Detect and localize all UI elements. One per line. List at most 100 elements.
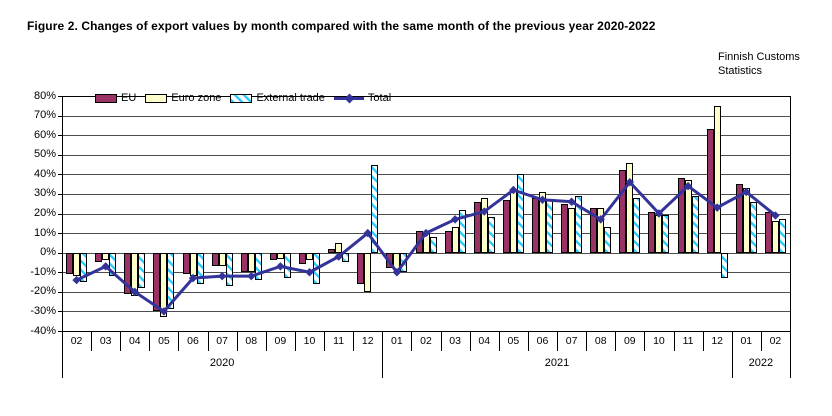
bar-eu <box>211 252 219 267</box>
x-axis-month-label: 05 <box>158 335 170 347</box>
x-axis-month-label: 02 <box>769 335 782 347</box>
bar-euro-zone <box>189 252 197 277</box>
bar-eu <box>328 248 336 253</box>
bar-external-trade <box>167 252 175 310</box>
bar-external-trade <box>225 252 233 286</box>
bar-eu <box>735 184 743 253</box>
bar-eu <box>677 178 685 253</box>
source-note: Finnish Customs Statistics <box>718 51 800 78</box>
bar-eu <box>182 252 190 275</box>
y-gridline <box>63 154 790 156</box>
y-axis-label: -10% <box>30 265 56 278</box>
y-tick <box>58 272 62 274</box>
bar-eu <box>764 211 772 253</box>
bar-euro-zone <box>568 207 576 253</box>
bar-external-trade <box>575 195 583 253</box>
x-axis-month-label: 11 <box>333 335 345 347</box>
bar-external-trade <box>283 252 291 279</box>
month-separator <box>265 332 267 351</box>
y-axis-label: -20% <box>30 285 56 298</box>
y-gridline <box>63 115 790 117</box>
month-separator <box>440 332 442 351</box>
bar-euro-zone <box>655 215 663 253</box>
legend-label: EU <box>121 92 137 104</box>
bar-eu <box>473 201 481 253</box>
y-tick <box>58 331 62 332</box>
bar-external-trade <box>691 195 699 253</box>
x-axis-month-label: 06 <box>187 335 199 347</box>
y-tick <box>58 311 62 313</box>
bar-eu <box>590 207 598 253</box>
y-axis <box>62 96 63 377</box>
y-axis-label: 60% <box>33 128 56 141</box>
y-axis-label: -30% <box>30 304 56 317</box>
month-separator <box>673 332 675 351</box>
y-tick <box>58 252 62 254</box>
bar-euro-zone <box>306 252 314 261</box>
bar-euro-zone <box>276 252 284 259</box>
legend-label: Euro zone <box>171 92 222 104</box>
month-separator <box>586 332 588 351</box>
bar-external-trade <box>138 252 146 288</box>
bar-euro-zone <box>247 252 255 273</box>
y-tick <box>58 96 62 97</box>
bar-eu <box>269 252 277 261</box>
bar-eu <box>95 252 103 263</box>
bar-external-trade <box>633 197 641 253</box>
bar-eu <box>706 129 714 253</box>
year-separator <box>62 332 63 378</box>
y-axis-label: 80% <box>33 89 56 102</box>
bar-eu <box>415 231 423 253</box>
x-axis-month-label: 07 <box>216 335 228 347</box>
month-separator <box>527 332 529 351</box>
bar-euro-zone <box>422 233 430 253</box>
bar-eu <box>531 197 539 253</box>
bar-eu <box>444 231 452 253</box>
bar-euro-zone <box>160 252 168 318</box>
bar-euro-zone <box>131 252 139 296</box>
y-axis-label: 20% <box>33 207 56 219</box>
y-axis-label: 30% <box>33 187 56 200</box>
bar-euro-zone <box>771 221 779 253</box>
bar-euro-zone <box>509 190 517 253</box>
x-axis-month-label: 09 <box>274 335 287 347</box>
x-axis-month-label: 02 <box>70 335 83 347</box>
bar-external-trade <box>604 227 612 253</box>
y-axis-label: 70% <box>33 109 56 122</box>
bar-eu <box>153 252 161 312</box>
bar-external-trade <box>80 252 88 283</box>
bar-external-trade <box>749 201 757 253</box>
bar-euro-zone <box>451 227 459 253</box>
bar-external-trade <box>662 215 670 253</box>
y-axis-label: 40% <box>33 167 56 180</box>
bar-euro-zone <box>480 197 488 253</box>
month-separator <box>207 332 209 351</box>
month-separator <box>120 332 122 351</box>
bar-external-trade <box>254 252 262 281</box>
x-axis-year-label: 2021 <box>544 357 570 369</box>
legend-swatch <box>230 93 253 103</box>
x-axis-month-label: 03 <box>449 335 461 347</box>
month-separator <box>498 332 500 351</box>
year-separator <box>731 332 733 378</box>
bar-eu <box>386 252 394 269</box>
month-separator <box>760 332 762 351</box>
bar-euro-zone <box>597 207 605 253</box>
bar-euro-zone <box>364 252 372 292</box>
x-axis-year-label: 2022 <box>748 357 774 369</box>
bar-eu <box>66 252 74 275</box>
bar-external-trade <box>400 252 408 273</box>
x-axis-month-label: 04 <box>128 335 141 347</box>
bar-euro-zone <box>626 162 634 253</box>
month-separator <box>557 332 559 351</box>
y-axis-label: 0% <box>40 246 56 259</box>
bar-eu <box>561 203 569 253</box>
month-separator <box>353 332 355 351</box>
bar-euro-zone <box>335 242 343 253</box>
y-tick <box>58 174 62 176</box>
x-axis-month-label: 05 <box>507 335 520 347</box>
x-axis-month-label: 08 <box>594 335 607 347</box>
legend-item-external-trade: External trade <box>230 92 325 104</box>
x-axis-month-label: 10 <box>653 335 665 347</box>
bar-euro-zone <box>102 252 110 261</box>
